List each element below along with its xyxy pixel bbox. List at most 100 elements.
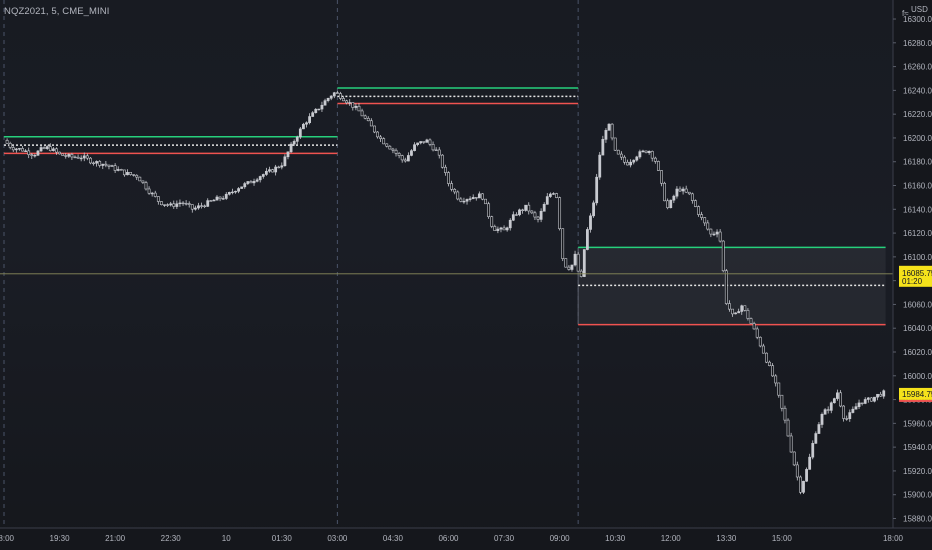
candle-body [805,469,808,482]
candle-body [385,143,389,147]
candle-body [724,270,728,304]
candle-body [561,228,565,259]
candle-body [24,150,28,152]
candle-body [156,196,160,202]
candle-body [209,200,213,202]
candle-body [339,93,342,99]
candle-body [197,205,200,209]
candle-body [348,102,352,104]
candle-body [277,166,281,169]
candle-body [249,181,253,184]
candle-body [400,155,404,161]
candle-body [416,142,420,145]
candle-body [406,155,410,162]
candle-body [42,147,46,149]
candle-body [369,120,373,127]
candle-body [27,150,31,155]
candle-body [153,192,157,197]
candle-body [780,394,784,409]
candle-body [882,390,886,397]
candle-body [681,188,685,192]
candle-body [690,193,694,201]
candle-body [61,153,65,156]
y-tick-label: 16040.00 [903,324,932,333]
candle-body [366,117,370,122]
candle-body [252,181,256,184]
candle-body [802,480,805,493]
candle-body [595,176,599,204]
candle-body [410,150,413,156]
candle-body [184,203,188,205]
candle-body [357,105,361,112]
crosshair-price-tag [899,265,932,287]
candle-body [737,311,741,314]
candle-body [70,154,74,158]
candle-body [768,361,771,366]
x-tick-label: 19:30 [50,534,71,543]
candle-body [626,161,629,166]
candle-body [567,266,571,270]
candle-body [709,228,713,235]
candle-body [308,116,311,124]
candle-body [292,141,296,145]
candle-body [33,154,37,157]
candle-body [113,165,117,171]
candle-body [178,202,182,205]
candle-body [419,141,423,144]
candle-body [684,188,688,193]
candle-body [798,476,802,493]
candle-body [601,139,605,156]
candle-body [752,323,756,330]
candle-body [749,318,753,324]
candle-body [487,203,491,217]
candle-body [820,413,824,425]
candle-body [320,104,324,110]
candle-body [873,396,876,402]
x-tick-label: 01:30 [272,534,293,543]
candle-body [496,228,500,231]
candle-body [67,154,71,157]
candle-body [697,206,700,215]
x-tick-label: 10 [222,534,231,543]
candle-body [351,102,355,108]
candle-body [675,188,679,197]
candle-body [92,162,95,165]
candle-body [515,214,518,216]
candle-body [332,92,336,97]
candle-body [45,146,49,149]
candle-body [447,172,450,184]
current-price-tag [899,387,932,400]
symbol-legend[interactable]: NQZ2021, 5, CME_MINI [4,6,110,17]
candle-body [129,172,132,175]
candle-body [829,402,833,411]
x-tick-label: 13:30 [716,534,737,543]
candle-body [302,123,305,130]
candle-body [857,402,861,407]
y-tick-label: 16300.00 [903,15,932,24]
candle-body [190,204,194,210]
y-tick-label: 15920.00 [903,467,932,476]
candle-body [477,193,481,199]
candle-body [616,149,620,155]
candle-body [610,123,614,139]
candle-body [533,212,537,218]
candle-body [323,100,327,106]
candle-body [524,204,528,211]
candle-body [132,174,136,176]
candle-body [650,151,654,159]
candle-body [388,145,392,150]
candle-body [545,196,549,205]
candle-body [434,149,438,151]
candle-body [555,193,558,198]
candle-body [258,176,262,181]
candle-body [481,193,484,200]
candle-body [471,197,475,200]
candle-body [376,131,379,138]
candle-body [836,392,839,399]
candle-body [110,165,114,167]
candle-body [274,166,278,173]
candle-body [237,188,240,192]
candle-body [851,408,855,413]
